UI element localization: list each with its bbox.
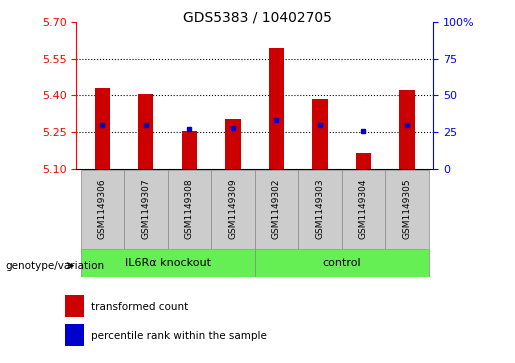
Text: control: control <box>322 258 361 268</box>
Bar <box>138 94 153 169</box>
Bar <box>342 170 385 249</box>
Text: GDS5383 / 10402705: GDS5383 / 10402705 <box>183 11 332 25</box>
Bar <box>298 170 342 249</box>
Text: GSM1149309: GSM1149309 <box>229 179 237 240</box>
Text: percentile rank within the sample: percentile rank within the sample <box>91 331 267 341</box>
Bar <box>400 90 415 169</box>
Bar <box>80 249 254 277</box>
Bar <box>254 170 298 249</box>
Text: GSM1149305: GSM1149305 <box>403 179 411 240</box>
Bar <box>254 249 429 277</box>
Text: GSM1149302: GSM1149302 <box>272 179 281 239</box>
Bar <box>269 48 284 169</box>
Bar <box>182 131 197 169</box>
Bar <box>64 295 84 317</box>
Text: GSM1149306: GSM1149306 <box>98 179 107 240</box>
Text: GSM1149307: GSM1149307 <box>141 179 150 240</box>
Bar <box>312 99 328 169</box>
Bar <box>124 170 167 249</box>
Text: GSM1149303: GSM1149303 <box>316 179 324 240</box>
Text: IL6Rα knockout: IL6Rα knockout <box>125 258 211 268</box>
Text: GSM1149304: GSM1149304 <box>359 179 368 239</box>
Bar <box>385 170 429 249</box>
Bar <box>95 88 110 169</box>
Bar <box>64 324 84 346</box>
Bar <box>167 170 211 249</box>
Bar <box>80 170 124 249</box>
Text: GSM1149308: GSM1149308 <box>185 179 194 240</box>
Bar <box>211 170 254 249</box>
Bar <box>356 153 371 169</box>
Bar <box>225 119 241 169</box>
Text: genotype/variation: genotype/variation <box>5 261 104 271</box>
Text: transformed count: transformed count <box>91 302 188 312</box>
